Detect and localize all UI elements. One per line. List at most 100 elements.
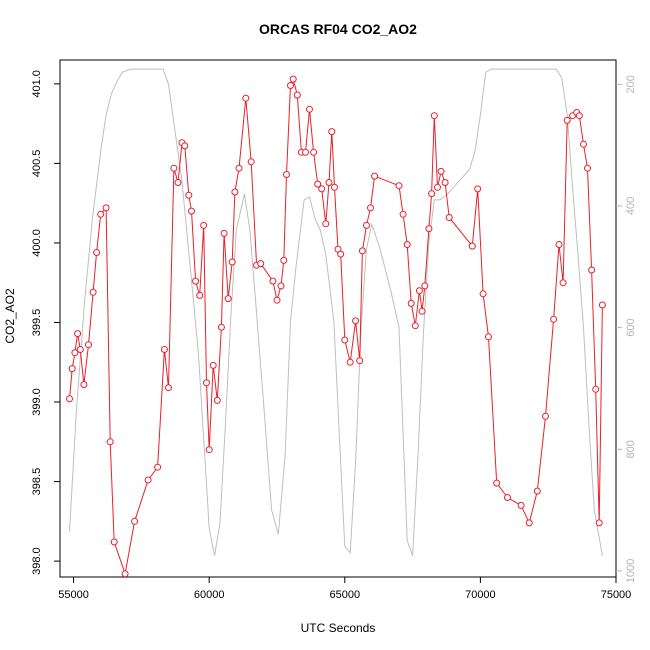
co2-data-point [242,94,250,102]
co2-data-point [273,296,281,304]
co2-data-point [588,266,596,274]
co2-data-point [247,158,255,166]
co2-data-point [76,346,84,353]
y-tick-label: 398.5 [31,468,43,496]
co2-data-point [131,517,139,525]
co2-data-point [595,519,603,527]
co2-data-point [85,341,92,349]
co2-data-point [598,301,606,309]
co2-data-point [328,128,336,136]
co2-data-point [209,361,217,369]
co2-data-point [555,241,563,248]
co2-data-point [533,487,541,495]
co2-data-point [542,412,549,420]
x-tick-label: 60000 [194,589,225,601]
co2-data-point [181,142,189,150]
co2-data-point [363,221,370,229]
co2-data-point [102,204,110,212]
co2-data-point [352,317,360,325]
co2-data-point [525,519,533,527]
co2-data-point [356,357,364,365]
co2-data-point [559,279,567,287]
co2-data-point [310,148,318,156]
co2-data-point [144,476,152,484]
co2-data-point [563,116,571,124]
co2-data-point [66,395,73,403]
y-tick-label: 399.5 [31,309,43,337]
y-tick-label: 398.0 [31,547,43,575]
co2-data-point [185,191,193,199]
co2-data-point [257,260,265,268]
co2-data-point [575,112,583,120]
co2-data-point [493,479,501,487]
co2-data-point [415,287,423,295]
co2-data-point [306,105,313,113]
co2-data-point [421,282,429,290]
co2-data-point [318,185,326,193]
y2-tick-label: 400 [625,197,637,215]
y2-tick-label: 600 [625,318,637,336]
co2-data-point [331,183,338,191]
co2-data-point [235,164,243,172]
co2-data-point [220,229,228,237]
co2-data-point [358,247,366,255]
plot-frame [59,59,617,578]
co2-data-point [205,446,213,454]
y-tick-label: 399.0 [31,388,43,416]
y2-tick-label: 1000 [625,559,637,583]
y-tick-label: 400.5 [31,150,43,178]
co2-data-point [322,220,330,228]
y-tick-label: 401.0 [31,70,43,98]
co2-data-point [283,171,290,178]
x-tick-label: 70000 [465,589,496,601]
co2-data-point [407,299,415,307]
co2-data-point [170,164,178,172]
co2-data-point [395,182,403,190]
co2-data-point [371,172,379,180]
co2-data-point [228,258,236,266]
altitude-series-line [69,68,603,556]
co2-data-point [445,214,453,221]
co2-data-point [213,396,221,404]
co2-data-point [479,290,487,298]
co2-data-point [411,322,419,330]
x-axis-label: UTC Seconds [301,621,376,635]
co2-data-point [196,291,204,299]
co2-data-point [269,277,277,285]
co2-data-point [174,179,182,186]
co2-data-point [89,288,97,296]
co2-data-point [188,207,195,215]
co2-data-point [341,336,349,344]
co2-data-point [277,282,285,290]
co2-data-point [418,307,426,315]
co2-data-point [80,381,88,388]
y-axis-label: CO2_AO2 [3,288,17,344]
co2-data-point [71,349,79,357]
co2-data-point [584,164,591,172]
plot-area: 55000 60000 65000 70000 75000 398.0 398.5 399.0… [31,59,637,601]
co2-data-point [280,256,288,264]
co2-data-point [74,330,82,338]
co2-data-point [106,438,114,446]
co2-data-point [121,570,129,578]
chart-title: ORCAS RF04 CO2_AO2 [259,21,417,37]
y2-tick-label: 200 [625,75,637,93]
y2-tick-label: 800 [625,440,637,458]
co2-data-point [68,365,76,373]
co2-data-point [517,501,525,509]
co2-data-point [200,221,208,229]
co2-data-point [550,315,558,323]
co2-data-point [293,91,301,99]
co2-data-point [403,241,411,248]
co2-data-point [287,82,294,89]
co2-data-point [592,385,600,393]
co2-data-point [314,180,322,188]
co2-data-point [154,463,162,471]
co2-data-point [93,249,101,256]
co2-data-point [346,358,354,366]
co2-data-point [224,295,232,303]
co2-data-point [437,167,445,175]
co2-data-point [367,204,374,212]
co2-data-point [97,210,105,218]
